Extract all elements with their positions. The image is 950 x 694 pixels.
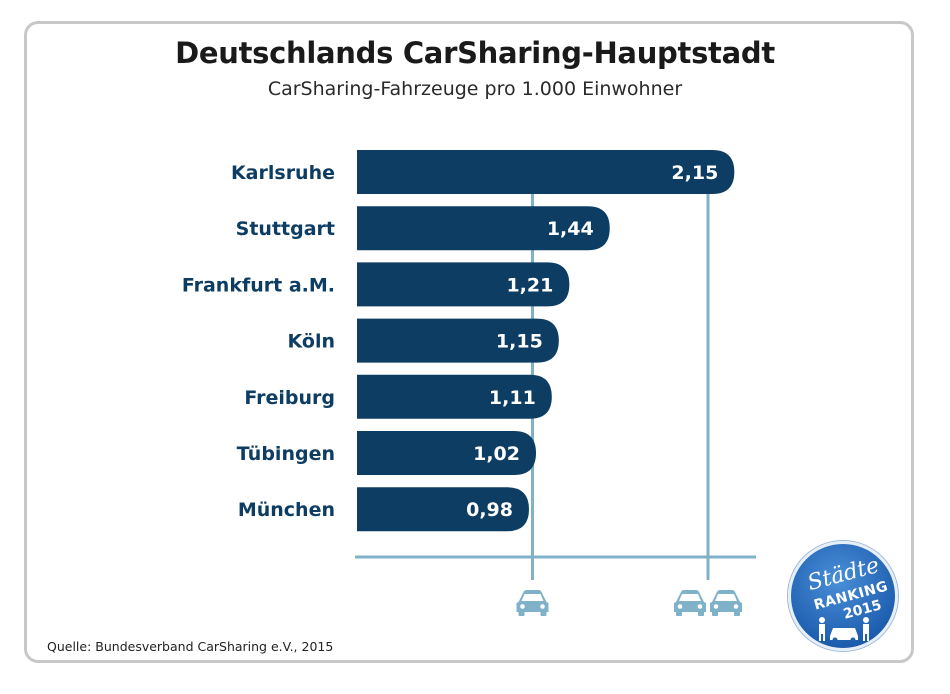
- value-label: 1,02: [473, 443, 520, 465]
- car-icon: [674, 590, 706, 616]
- category-label: München: [238, 499, 335, 521]
- value-label: 1,44: [547, 218, 594, 240]
- value-label: 0,98: [466, 499, 513, 521]
- car-icon: [516, 590, 549, 616]
- chart-title: Deutschlands CarSharing-Hauptstadt: [175, 36, 775, 70]
- bar-köln: [357, 318, 559, 363]
- source-note: Quelle: Bundesverband CarSharing e.V., 2…: [47, 639, 334, 654]
- value-label: 1,11: [489, 387, 536, 409]
- people-car-icon: [819, 617, 869, 642]
- category-label: Karlsruhe: [231, 162, 335, 184]
- bar-stuttgart: [357, 206, 610, 251]
- category-label: Freiburg: [244, 387, 335, 409]
- bar-karlsruhe: [357, 150, 735, 194]
- category-label: Tübingen: [237, 443, 335, 465]
- bar-tübingen: [357, 431, 537, 475]
- bar-münchen: [357, 487, 529, 532]
- category-label: Stuttgart: [236, 218, 335, 240]
- car-icon: [710, 590, 742, 616]
- category-label: Frankfurt a.M.: [182, 274, 335, 296]
- value-label: 1,21: [506, 274, 553, 296]
- value-label: 2,15: [671, 162, 718, 184]
- value-label: 1,15: [496, 331, 543, 353]
- category-label: Köln: [288, 331, 335, 353]
- bar-frankfurt-a-m-: [357, 262, 570, 307]
- staedte-ranking-badge: Städte RANKING 2015: [788, 541, 898, 651]
- bar-freiburg: [357, 374, 552, 419]
- chart-subtitle: CarSharing-Fahrzeuge pro 1.000 Einwohner: [267, 78, 683, 100]
